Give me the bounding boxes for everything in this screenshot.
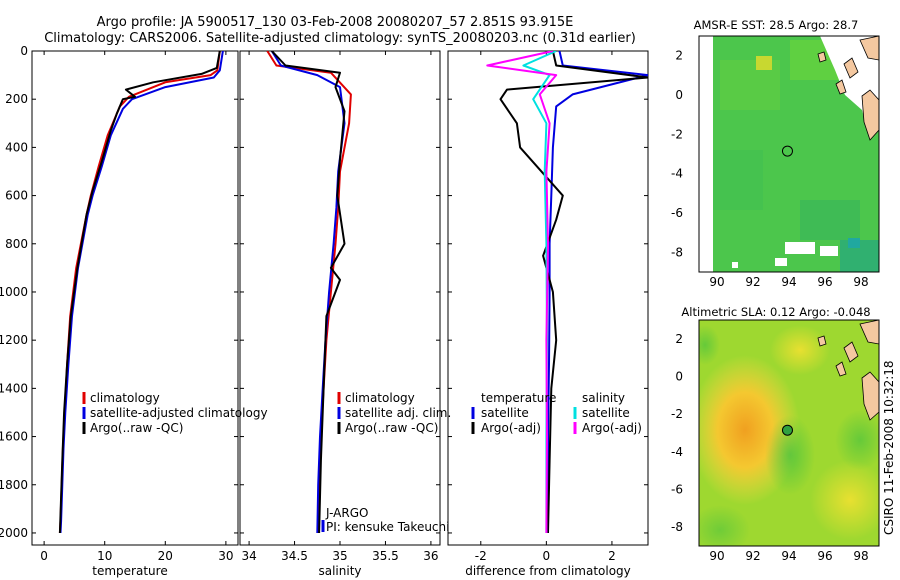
sst-map-frame <box>698 35 880 273</box>
map-y-tick-label: -8 <box>671 520 683 534</box>
map-x-tick-label: 98 <box>853 275 868 289</box>
map-x-tick-label: 94 <box>781 275 796 289</box>
x-tick-label: -2 <box>475 549 487 563</box>
x-tick-label: 35 <box>332 549 347 563</box>
difference-xlabel: difference from climatology <box>465 564 631 578</box>
csiro-timestamp: CSIRO 11-Feb-2008 10:32:18 <box>882 360 896 535</box>
series-group <box>266 51 352 534</box>
legend-title-temperature: temperature <box>481 391 556 405</box>
x-tick-label: 20 <box>158 549 173 563</box>
map-y-tick-label: 0 <box>675 88 683 102</box>
y-tick-label: 2000 <box>0 526 28 540</box>
legend-label: satellite <box>582 406 630 420</box>
profile-line <box>271 51 346 534</box>
legend-label: Argo(-adj) <box>582 421 642 435</box>
series-group <box>58 51 224 534</box>
legend-label: Argo(..raw -QC) <box>90 421 183 435</box>
argo-float-marker <box>781 145 793 157</box>
series-group <box>486 51 648 534</box>
legend-label: Argo(-adj) <box>481 421 541 435</box>
temperature-xlabel: temperature <box>92 564 167 578</box>
x-tick-label: 36 <box>423 549 438 563</box>
x-tick-label: 10 <box>97 549 112 563</box>
map-x-tick-label: 92 <box>745 275 760 289</box>
y-tick-label: 1400 <box>0 381 28 395</box>
argo-float-marker <box>781 424 793 436</box>
x-tick-label: 2 <box>608 549 616 563</box>
profile-line <box>59 51 224 534</box>
profile-line <box>522 51 557 533</box>
legend-label: climatology <box>90 391 160 405</box>
map-y-tick-label: -4 <box>671 445 683 459</box>
map-x-tick-label: 90 <box>709 275 724 289</box>
legend-label: satellite <box>481 406 529 420</box>
y-tick-label: 800 <box>5 237 28 251</box>
map-y-tick-label: -2 <box>671 127 683 141</box>
y-tick-label: 200 <box>5 92 28 106</box>
legend-label: satellite-adjusted climatology <box>90 406 268 420</box>
figure-title: Argo profile: JA 5900517_130 03-Feb-2008… <box>97 15 574 30</box>
y-tick-label: 1000 <box>0 285 28 299</box>
profile-line <box>270 51 346 534</box>
legend-label: climatology <box>345 391 415 405</box>
map-x-tick-label: 92 <box>745 549 760 563</box>
legend-label: satellite adj. clim. <box>345 406 451 420</box>
y-tick-label: 1600 <box>0 430 28 444</box>
map-y-tick-label: 2 <box>675 332 683 346</box>
sla-map-title: Altimetric SLA: 0.12 Argo: -0.048 <box>681 305 870 319</box>
map-x-tick-label: 96 <box>817 549 832 563</box>
map-x-tick-label: 96 <box>817 275 832 289</box>
map-x-tick-label: 94 <box>781 549 796 563</box>
x-tick-label: 34.5 <box>281 549 308 563</box>
pi-annotation: PI: kensuke Takeuchi <box>326 520 449 534</box>
sla-map <box>699 320 879 546</box>
legend-label: Argo(..raw -QC) <box>345 421 438 435</box>
y-tick-label: 1800 <box>0 478 28 492</box>
salinity-xlabel: salinity <box>318 564 361 578</box>
profile-line <box>547 51 648 533</box>
profile-line <box>486 51 558 534</box>
map-x-tick-label: 90 <box>709 549 724 563</box>
profile-line <box>266 51 352 534</box>
map-y-tick-label: -2 <box>671 407 683 421</box>
program-annotation: J-ARGO <box>325 506 368 520</box>
temperature-axes <box>31 50 239 546</box>
salinity-legend: climatology satellite adj. clim. Argo(..… <box>321 391 451 534</box>
temperature-legend: climatology satellite-adjusted climatolo… <box>82 391 268 435</box>
map-x-tick-label: 98 <box>853 549 868 563</box>
map-y-tick-label: -4 <box>671 167 683 181</box>
x-tick-label: 30 <box>218 549 233 563</box>
profile-line <box>58 51 221 534</box>
profile-line <box>499 51 648 534</box>
profile-lines <box>58 51 648 534</box>
map-y-tick-label: 0 <box>675 370 683 384</box>
y-tick-label: 400 <box>5 140 28 154</box>
difference-legend: temperature satellite Argo(-adj) salinit… <box>471 391 642 435</box>
x-tick-label: 0 <box>543 549 551 563</box>
difference-axes <box>447 50 649 546</box>
figure-subtitle: Climatology: CARS2006. Satellite-adjuste… <box>44 31 636 46</box>
y-tick-label: 600 <box>5 189 28 203</box>
salinity-axes <box>239 50 441 546</box>
y-tick-label: 1200 <box>0 333 28 347</box>
map-y-tick-label: -6 <box>671 483 683 497</box>
x-tick-label: 0 <box>40 549 48 563</box>
profile-line <box>58 51 221 534</box>
map-y-tick-label: -8 <box>671 245 683 259</box>
sla-map-frame <box>698 319 880 547</box>
sst-map-title: AMSR-E SST: 28.5 Argo: 28.7 <box>694 18 859 32</box>
map-y-tick-label: -6 <box>671 206 683 220</box>
x-tick-label: 35.5 <box>372 549 399 563</box>
sst-map <box>699 36 879 272</box>
map-y-tick-label: 2 <box>675 49 683 63</box>
x-tick-label: 34 <box>241 549 256 563</box>
y-tick-label: 0 <box>20 44 28 58</box>
legend-title-salinity: salinity <box>582 391 625 405</box>
